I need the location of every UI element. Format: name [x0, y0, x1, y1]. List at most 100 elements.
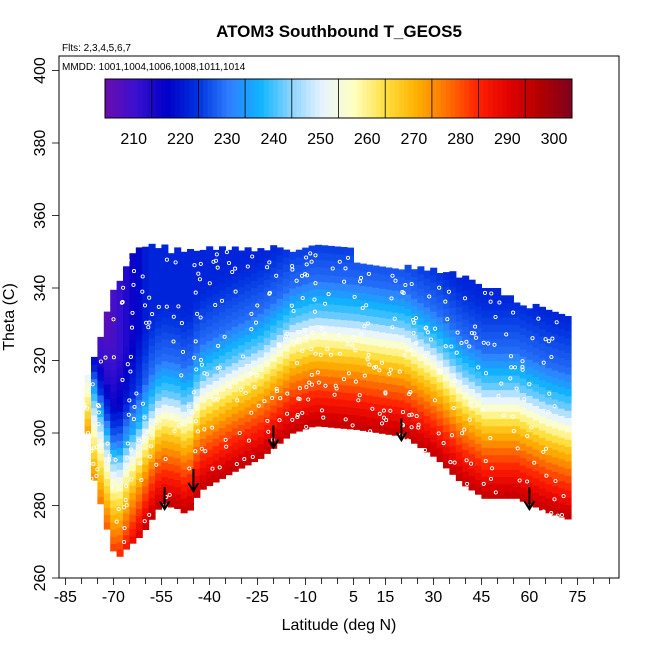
- field-cell: [519, 479, 527, 488]
- field-cell: [251, 374, 258, 383]
- field-cell: [238, 388, 246, 397]
- field-cell: [468, 468, 476, 477]
- observation-point: [140, 401, 146, 406]
- field-cell: [116, 541, 124, 550]
- observation-point: [490, 466, 495, 471]
- field-cell: [468, 432, 476, 440]
- field-cell: [142, 290, 150, 298]
- field-cell: [103, 492, 111, 501]
- field-cell: [519, 486, 527, 495]
- observation-point: [309, 372, 314, 377]
- field-cell: [308, 339, 316, 348]
- colorbar-swatch: [399, 79, 405, 118]
- field-cell: [372, 316, 380, 325]
- observation-point: [465, 481, 470, 486]
- field-cell: [366, 279, 374, 287]
- field-cell: [142, 478, 150, 487]
- field-cell: [187, 502, 194, 511]
- observation-point: [242, 457, 247, 462]
- field-cell: [270, 317, 278, 326]
- field-cell: [129, 470, 137, 479]
- field-cell: [302, 399, 310, 408]
- field-cell: [219, 275, 226, 284]
- chart-title: ATOM3 Southbound T_GEOS5: [216, 22, 462, 41]
- field-cell: [443, 380, 450, 389]
- field-cell: [212, 445, 220, 454]
- field-cell: [487, 324, 495, 333]
- field-cell: [257, 429, 265, 438]
- field-cell: [97, 373, 105, 381]
- field-cell: [225, 264, 233, 273]
- observation-point: [390, 273, 395, 278]
- field-cell: [148, 403, 156, 412]
- field-cell: [443, 417, 450, 425]
- field-cell: [385, 318, 393, 326]
- field-cell: [532, 477, 540, 486]
- observation-point: [283, 333, 289, 339]
- field-cell: [507, 353, 514, 362]
- observation-point: [353, 348, 358, 353]
- y-tick-label: 280: [32, 492, 49, 519]
- field-cell: [276, 348, 284, 357]
- observation-point: [414, 340, 419, 345]
- field-cell: [199, 373, 207, 381]
- observation-point: [223, 437, 228, 442]
- field-cell: [379, 281, 386, 289]
- field-cell: [340, 392, 348, 400]
- observation-point: [214, 252, 219, 257]
- field-cell: [308, 267, 316, 276]
- field-cell: [276, 298, 284, 306]
- field-cell: [212, 307, 220, 316]
- field-cell: [270, 310, 278, 319]
- observation-point: [196, 271, 201, 276]
- colorbar-swatch: [114, 79, 120, 118]
- field-cell: [436, 432, 444, 441]
- field-cell: [545, 396, 553, 405]
- colorbar-swatch: [506, 79, 512, 118]
- observation-point: [103, 355, 108, 360]
- field-cell: [513, 411, 521, 420]
- field-cell: [398, 312, 406, 321]
- observation-point: [550, 336, 555, 341]
- field-cell: [353, 306, 361, 314]
- field-cell: [430, 354, 438, 363]
- field-cell: [263, 322, 271, 331]
- field-cell: [347, 370, 354, 379]
- field-cell: [334, 290, 342, 298]
- field-cell: [199, 351, 207, 360]
- observation-point: [345, 255, 351, 260]
- observation-point: [121, 285, 126, 290]
- observation-point: [156, 304, 161, 309]
- field-cell: [289, 266, 297, 275]
- field-cell: [302, 305, 310, 314]
- field-cell: [180, 295, 188, 304]
- field-cell: [187, 415, 194, 424]
- field-cell: [391, 311, 399, 320]
- observation-point: [289, 303, 294, 308]
- field-cell: [564, 359, 572, 368]
- field-cell: [116, 346, 124, 354]
- observation-point: [131, 282, 136, 287]
- field-cell: [231, 261, 239, 269]
- field-cell: [334, 304, 342, 313]
- field-cell: [353, 262, 361, 271]
- field-cell: [283, 343, 290, 352]
- field-cell: [257, 393, 265, 401]
- observation-point: [199, 446, 204, 451]
- field-cell: [302, 291, 310, 299]
- field-cell: [116, 476, 124, 485]
- observation-point: [109, 485, 115, 491]
- field-cell: [263, 279, 271, 288]
- field-cell: [353, 298, 361, 307]
- field-cell: [526, 475, 534, 483]
- field-cell: [340, 290, 348, 299]
- field-cell: [123, 512, 130, 521]
- field-cell: [206, 362, 214, 371]
- field-cell: [526, 417, 534, 425]
- field-cell: [302, 298, 310, 307]
- colorbar-swatch: [473, 79, 480, 118]
- field-cell: [244, 385, 252, 393]
- observation-point: [142, 303, 148, 308]
- field-cell: [135, 276, 143, 285]
- field-cell: [257, 327, 265, 336]
